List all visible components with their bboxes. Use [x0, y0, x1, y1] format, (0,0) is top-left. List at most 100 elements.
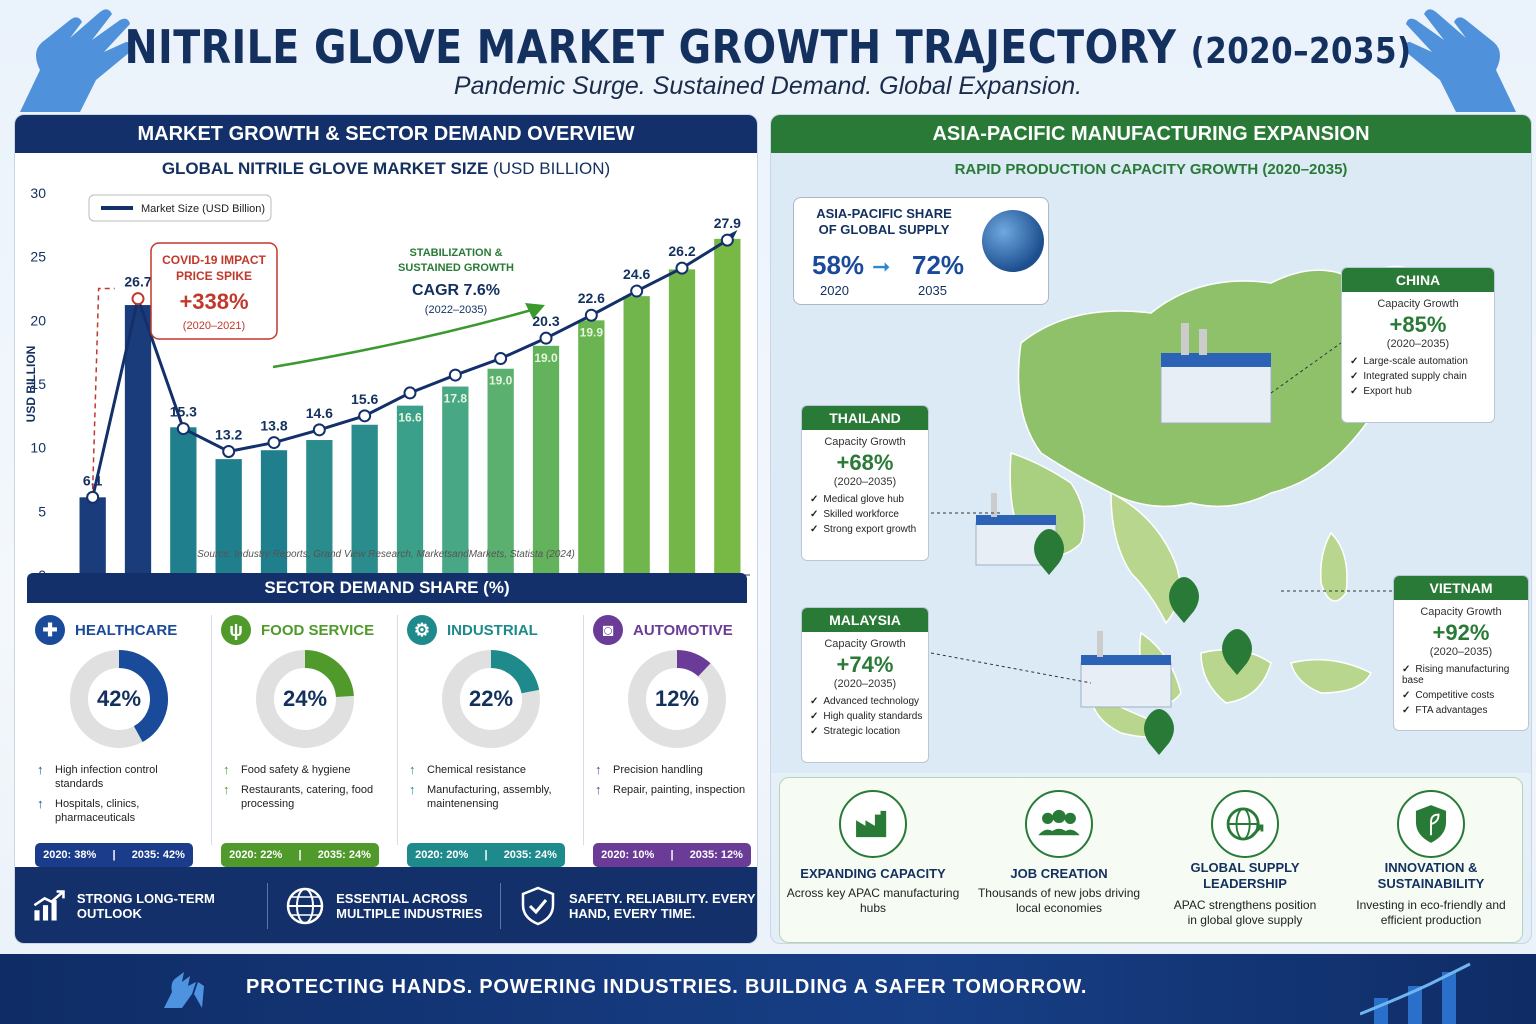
line-point	[358, 409, 372, 423]
sector-share-years: 2020: 20% | 2035: 24%	[407, 843, 565, 867]
covid-callout-line1: COVID-19 IMPACT	[162, 253, 266, 267]
y-tick-label: 25	[30, 249, 46, 265]
banner-item: STRONG LONG-TERM OUTLOOK	[15, 885, 253, 927]
y-tick-label: 5	[38, 503, 46, 519]
divider	[267, 883, 269, 929]
sector-points: ↑ High infection control standards ↑ Hospi…	[37, 763, 205, 831]
bar-label: 19.0	[489, 374, 513, 388]
bar	[396, 405, 424, 575]
hands-icon	[164, 972, 204, 1008]
bar	[215, 459, 242, 575]
check-icon: ✓	[1350, 356, 1359, 367]
page-subtitle: Pandemic Surge. Sustained Demand. Global…	[453, 72, 1083, 100]
sector-point: ↑ High infection control standards	[37, 762, 158, 791]
arrow-up-icon: ↑	[595, 782, 602, 797]
benefit-title: INNOVATION & SUSTAINABILITY	[1377, 860, 1485, 891]
divider	[211, 615, 212, 845]
sector-point: ↑ Manufacturing, assembly, maintenensing	[409, 782, 552, 811]
check-icon: ✓	[810, 509, 819, 520]
bar	[623, 296, 650, 575]
country-years: (2020–2035)	[833, 678, 897, 690]
benefit-desc: Thousands of new jobs driving local econ…	[977, 886, 1141, 915]
page-title: NITRILE GLOVE MARKET GROWTH TRAJECTORY (…	[124, 20, 1412, 74]
banner-item: ESSENTIAL ACROSS MULTIPLE INDUSTRIES	[268, 885, 486, 927]
covid-callout-line2: PRICE SPIKE	[176, 269, 252, 283]
growth-callout-line1: STABILIZATION &	[409, 247, 502, 259]
bar	[668, 269, 696, 575]
benefit-title: GLOBAL SUPPLY LEADERSHIP	[1190, 860, 1300, 891]
country-points: ✓ Medical glove hub ✓ Skilled workforce ✓ S…	[810, 494, 917, 535]
check-icon: ✓	[810, 726, 819, 737]
line-point	[131, 292, 145, 306]
bar-label: 16.6	[398, 411, 422, 425]
benefit-item: JOB CREATION Thousands of new jobs drivi…	[966, 778, 1152, 943]
sector-name: INDUSTRIAL	[447, 621, 538, 639]
country-name: MALAYSIA	[802, 608, 928, 632]
pin-icon	[1144, 709, 1174, 755]
bar	[351, 424, 378, 575]
bar	[260, 450, 288, 575]
line-label: 13.2	[215, 426, 242, 442]
bar-label: 19.0	[534, 351, 558, 365]
arrow-up-icon: ↑	[409, 762, 416, 777]
bar	[487, 368, 514, 575]
line-label: 6.1	[83, 472, 103, 488]
donut-segment	[676, 650, 711, 677]
bar	[124, 305, 152, 575]
sector-points: ↑ Chemical resistance ↑ Manufacturing, ass…	[409, 763, 577, 817]
arrow-up-icon: ↑	[37, 762, 44, 777]
chart-source: Source: Industry Reports, Grand View Res…	[197, 549, 575, 560]
covid-callout-years: (2020–2021)	[183, 320, 245, 332]
plus-icon: ✚	[35, 615, 65, 645]
country-points: ✓ Advanced technology ✓ High quality stand…	[810, 696, 923, 737]
sector-share: 24%	[282, 686, 328, 711]
sector-point: ↑ Chemical resistance	[409, 762, 527, 777]
country-card-thailand: THAILAND Capacity Growth +68% (2020–2035…	[801, 405, 929, 561]
country-metric-label: Capacity Growth	[824, 436, 906, 448]
divider	[583, 615, 584, 845]
line-point	[539, 331, 553, 345]
check-icon: ✓	[810, 696, 819, 707]
country-metric-label: Capacity Growth	[1420, 606, 1502, 618]
sector-name: FOOD SERVICE	[261, 621, 375, 639]
bar	[442, 386, 469, 575]
people-icon	[1025, 790, 1093, 858]
share-year-2035: 2035	[918, 283, 947, 298]
apac-heading: ASIA-PACIFIC MANUFACTURING EXPANSION	[771, 115, 1531, 153]
sector-point: ↑ Restaurants, catering, food processing	[223, 782, 374, 811]
sector-healthcare: ✚ HEALTHCARE 42% ↑ High infection control …	[29, 605, 209, 867]
donut-segment	[490, 650, 540, 694]
divider	[397, 615, 398, 845]
line-label: 26.7	[124, 274, 151, 290]
globe-arrow-icon	[1211, 790, 1279, 858]
country-metric-label: Capacity Growth	[824, 638, 906, 650]
arrow-up-icon: ↑	[223, 762, 230, 777]
check-icon: ✓	[1402, 690, 1411, 701]
country-card-china: CHINA Capacity Growth +85% (2020–2035) ✓…	[1341, 267, 1495, 423]
outlook-banner: STRONG LONG-TERM OUTLOOK ESSENTIAL ACROS…	[15, 867, 757, 943]
bar-label: 17.8	[444, 392, 468, 406]
apac-panel: ASIA-PACIFIC MANUFACTURING EXPANSION RAP…	[770, 114, 1532, 944]
growth-trend-arrow	[272, 307, 536, 369]
legend-box	[88, 194, 272, 222]
y-tick-label: 20	[30, 312, 46, 328]
arrow-up-icon: ↑	[409, 782, 416, 797]
share-2035: 72%	[912, 250, 965, 280]
market-growth-panel: MARKET GROWTH & SECTOR DEMAND OVERVIEW G…	[14, 114, 758, 944]
glove-image-right	[1404, 9, 1516, 112]
check-icon: ✓	[810, 524, 819, 535]
leaf-shield-icon	[1397, 790, 1465, 858]
line-label: 15.6	[351, 391, 378, 407]
share-year-2020: 2020	[820, 283, 849, 298]
bar	[79, 497, 106, 575]
line-label: 14.6	[306, 405, 333, 421]
sector-donut	[442, 650, 540, 748]
country-years: (2020–2035)	[833, 476, 897, 488]
check-icon: ✓	[1402, 705, 1411, 716]
apac-share-box: ASIA-PACIFIC SHARE OF GLOBAL SUPPLY 58% ➞…	[793, 197, 1049, 305]
benefit-title: JOB CREATION	[1010, 866, 1108, 881]
benefit-desc: Investing in eco-friendly and efficient …	[1356, 898, 1506, 927]
country-years: (2020–2035)	[1386, 338, 1450, 350]
sector-points: ↑ Food safety & hygiene ↑ Restaurants, cat…	[223, 763, 391, 817]
globe-icon	[982, 210, 1044, 272]
